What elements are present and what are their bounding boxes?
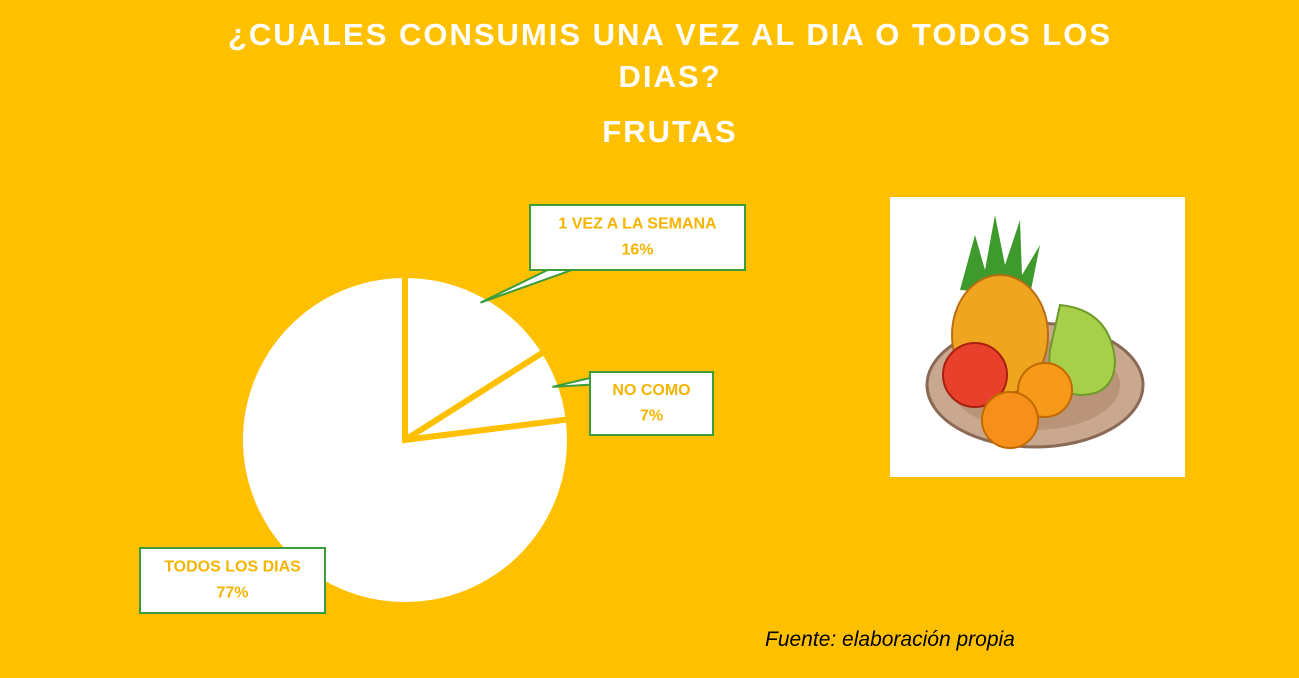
label-box — [139, 547, 326, 614]
label-box — [589, 371, 714, 436]
slice-value-label: 77% — [216, 585, 248, 602]
slice-label: 1 VEZ A LA SEMANA — [558, 216, 717, 233]
source-note: Fuente: elaboración propia — [765, 628, 1015, 651]
slice-value-label: 16% — [621, 242, 653, 259]
slice-label: NO COMO — [612, 382, 690, 399]
chart-subtitle: FRUTAS — [602, 114, 738, 149]
slice-value-label: 7% — [640, 407, 663, 424]
slice-label: TODOS LOS DIAS — [164, 559, 301, 576]
label-box — [529, 204, 746, 271]
fruit-picture — [890, 197, 1185, 477]
chart-title: ¿CUALES CONSUMIS UNA VEZ AL DIA O TODOS … — [227, 17, 1112, 94]
pie-slice — [402, 271, 549, 446]
